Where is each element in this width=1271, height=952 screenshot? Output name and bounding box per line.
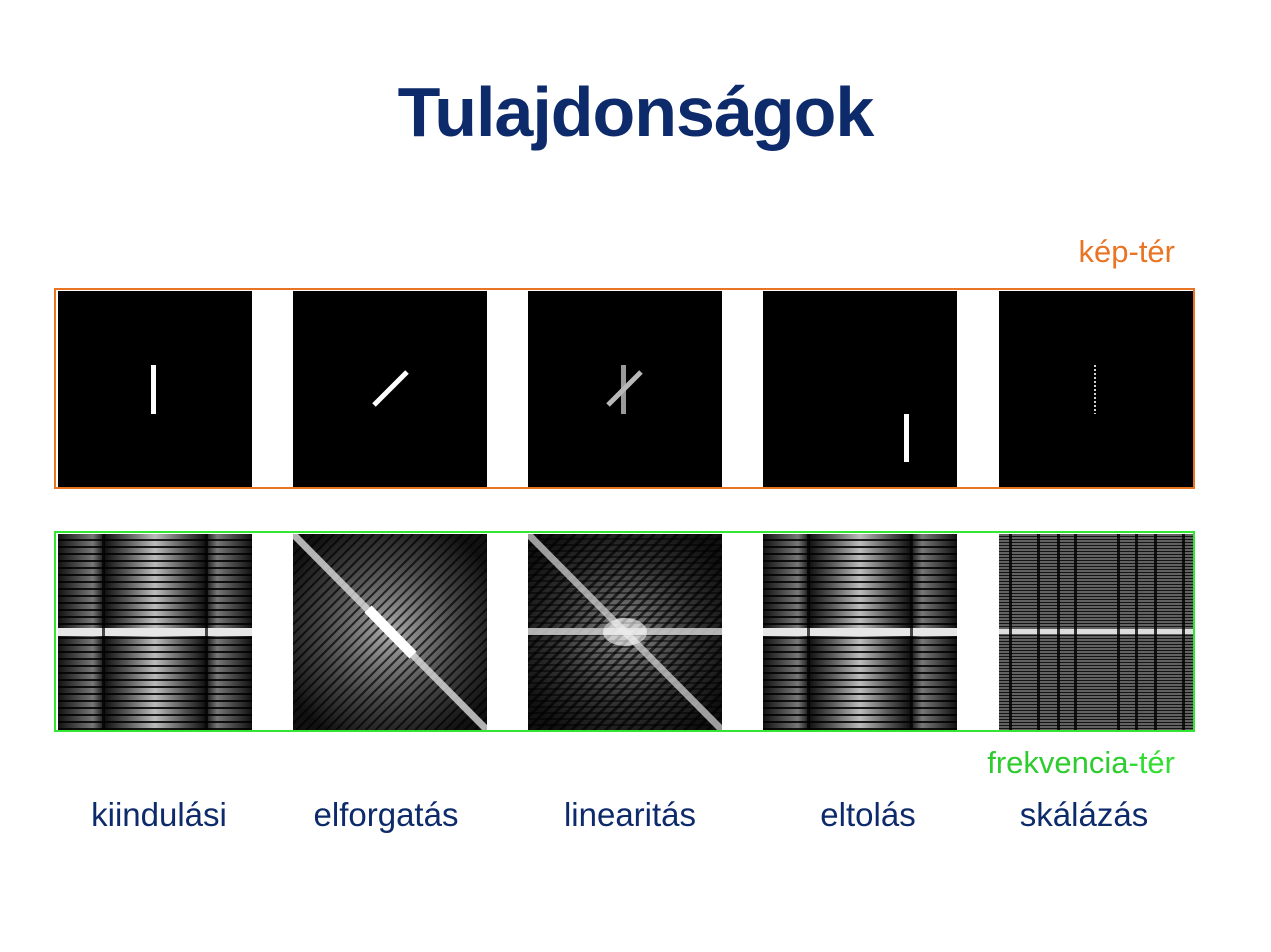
spectrum-scaled-panel [999,534,1193,730]
frequency-space-frame [54,531,1195,732]
frequency-label-main: frekvencia [987,745,1129,780]
image-scaled-panel [999,291,1193,487]
frequency-space-label: frekvencia-tér [987,745,1175,781]
spectrum-linearity-panel [528,534,722,730]
spectrum-rotated-panel [293,534,487,730]
frequency-label-suffix: -tér [1128,745,1176,780]
spectrum-shifted-panel [763,534,957,730]
image-shifted-panel [763,291,957,487]
caption-scaling: skálázás [1019,796,1149,833]
image-original-panel [58,291,252,487]
image-space-label: kép-tér [1078,234,1175,269]
image-rotated-panel [293,291,487,487]
image-space-frame [54,288,1195,489]
caption-original: kiindulási [91,796,227,833]
caption-shift: eltolás [820,796,916,833]
image-linearity-panel [528,291,722,487]
slide-title: Tulajdonságok [397,73,875,151]
caption-rotation: elforgatás [313,796,459,833]
caption-linearity: linearitás [563,796,697,833]
spectrum-original-panel [58,534,252,730]
